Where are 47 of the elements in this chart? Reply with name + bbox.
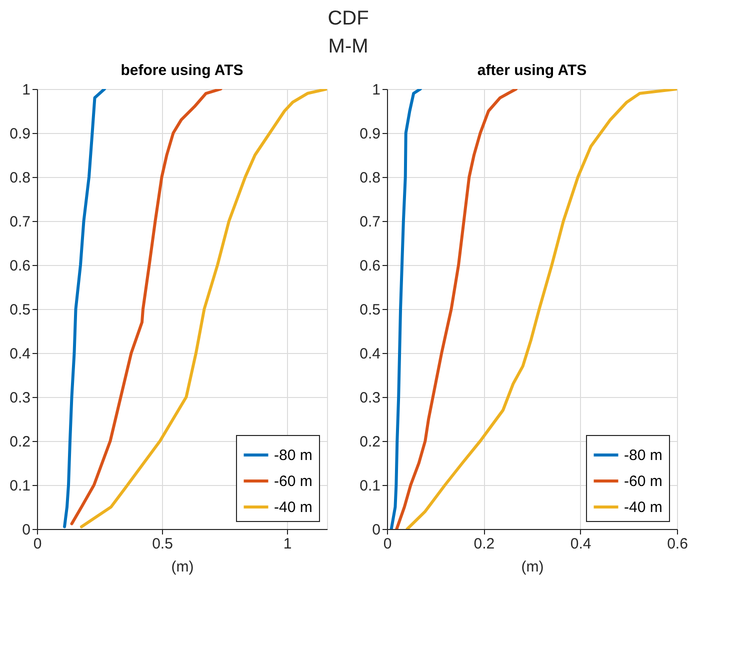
y-tick-label: 0.8 (360, 170, 380, 186)
y-tick-label: 0.3 (10, 390, 30, 406)
line-series (406, 89, 677, 529)
y-tick-label: 0.6 (10, 258, 30, 274)
y-tick-label: 0.5 (360, 302, 380, 318)
line-series (390, 89, 422, 529)
x-axis-title: (m) (521, 558, 544, 576)
y-tick-label: 0.1 (360, 478, 380, 494)
line-series (80, 89, 327, 528)
legend-label: -80 m (274, 447, 312, 464)
x-tick-label: 0.2 (474, 536, 495, 552)
x-axis-title: (m) (171, 558, 194, 576)
y-tick-label: 0.6 (360, 258, 380, 274)
legend-label: -40 m (624, 499, 662, 516)
x-tick-label: 0 (383, 536, 392, 552)
y-tick-label: 0.8 (10, 170, 30, 186)
text: M-M (328, 36, 368, 58)
y-tick-label: 0.3 (360, 390, 380, 406)
y-tick-label: 1 (372, 82, 380, 98)
y-tick-label: 0.7 (360, 214, 380, 230)
legend-label: -80 m (624, 447, 662, 464)
legend-label: -40 m (274, 499, 312, 516)
y-tick-label: 0 (372, 522, 380, 538)
text: CDF (328, 8, 369, 30)
line-series (63, 89, 106, 528)
y-tick-label: 0.1 (10, 478, 30, 494)
x-tick-label: 0.5 (152, 536, 173, 552)
y-tick-label: 0.2 (360, 434, 380, 450)
legend-label: -60 m (624, 473, 662, 490)
y-tick-label: 0.9 (360, 126, 380, 142)
y-tick-label: 0.4 (360, 346, 380, 362)
y-tick-label: 0.5 (10, 302, 30, 318)
y-tick-label: 0.4 (10, 346, 30, 362)
line-series (395, 89, 518, 529)
y-tick-label: 0.2 (10, 434, 30, 450)
x-tick-label: 0 (33, 536, 42, 552)
legend-label: -60 m (274, 473, 312, 490)
y-tick-label: 0.9 (10, 126, 30, 142)
x-tick-label: 0.4 (570, 536, 592, 552)
y-tick-label: 0 (22, 522, 30, 538)
chart-title: before using ATS (120, 62, 244, 79)
x-tick-label: 0.6 (667, 536, 688, 552)
line-series (70, 89, 222, 526)
y-tick-label: 1 (22, 82, 30, 98)
chart-title: after using ATS (477, 62, 587, 79)
x-tick-label: 1 (283, 536, 292, 552)
y-tick-label: 0.7 (10, 214, 30, 230)
